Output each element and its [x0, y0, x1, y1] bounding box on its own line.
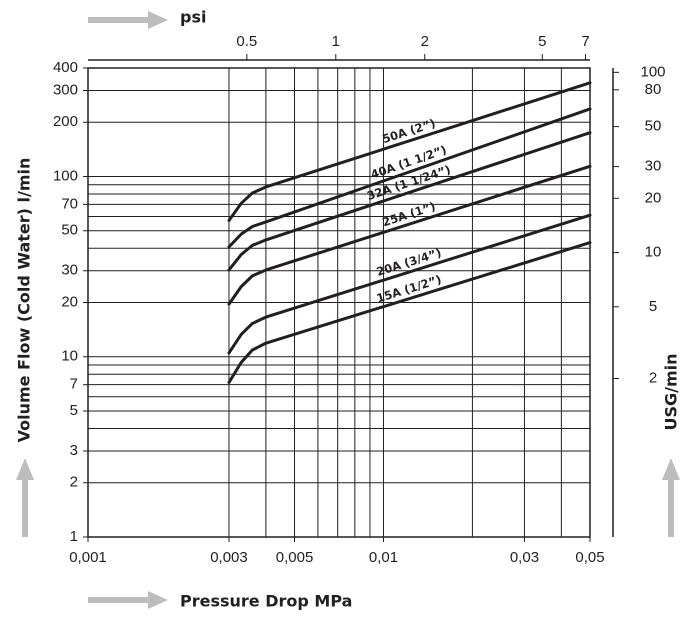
y2-axis-title: USG/min [662, 353, 681, 430]
arrow [16, 458, 34, 537]
y-tick-label: 200 [53, 113, 78, 130]
series-line [227, 81, 592, 223]
x2-tick-label: 7 [581, 33, 589, 50]
x-tick-label: 0,05 [575, 549, 604, 566]
arrow [88, 591, 168, 609]
y-tick-label: 2 [70, 474, 78, 491]
y-tick-label: 100 [53, 167, 78, 184]
x2-tick-label: 2 [421, 33, 429, 50]
y-tick-label: 30 [61, 262, 78, 279]
y2-tick-label: 50 [645, 118, 662, 135]
series-line [227, 213, 592, 355]
y-tick-label: 1 [70, 528, 78, 545]
x-tick-label: 0,001 [69, 549, 107, 566]
y-tick-label: 10 [61, 348, 78, 365]
y-tick-label: 70 [61, 195, 78, 212]
y-axis-title: Volume Flow (Cold Water) l/min [15, 158, 34, 443]
decor [16, 11, 680, 609]
y-tick-label: 5 [70, 402, 78, 419]
x2-axis-title: psi [180, 8, 206, 27]
y-tick-label: 3 [70, 442, 78, 459]
y-tick-label: 7 [70, 376, 78, 393]
y2-tick-label: 10 [645, 244, 662, 261]
x2-tick-label: 0.5 [236, 33, 257, 50]
y2-tick-label: 5 [649, 298, 657, 315]
series-line [227, 241, 592, 384]
series-line [227, 131, 592, 272]
x-tick-label: 0,005 [276, 549, 314, 566]
series-line [227, 107, 592, 249]
y-tick-label: 20 [61, 293, 78, 310]
y2-tick-label: 100 [640, 63, 665, 80]
x-axis-title: Pressure Drop MPa [180, 592, 352, 611]
x-tick-label: 0,003 [210, 549, 248, 566]
x-tick-label: 0,03 [510, 549, 539, 566]
y2-tick-label: 20 [645, 189, 662, 206]
arrow [88, 11, 168, 29]
y-tick-label: 300 [53, 81, 78, 98]
series-label: 15A (1/2”) [375, 272, 443, 305]
y-tick-label: 400 [53, 59, 78, 76]
y-tick-label: 50 [61, 222, 78, 239]
y2-tick-label: 2 [649, 369, 657, 386]
x-tick-label: 0,01 [369, 549, 398, 566]
y2-tick-label: 30 [645, 158, 662, 175]
arrow [662, 458, 680, 537]
x2-tick-label: 1 [332, 33, 340, 50]
series-line [227, 164, 592, 306]
x2-tick-label: 5 [538, 33, 546, 50]
y2-tick-label: 80 [645, 81, 662, 98]
